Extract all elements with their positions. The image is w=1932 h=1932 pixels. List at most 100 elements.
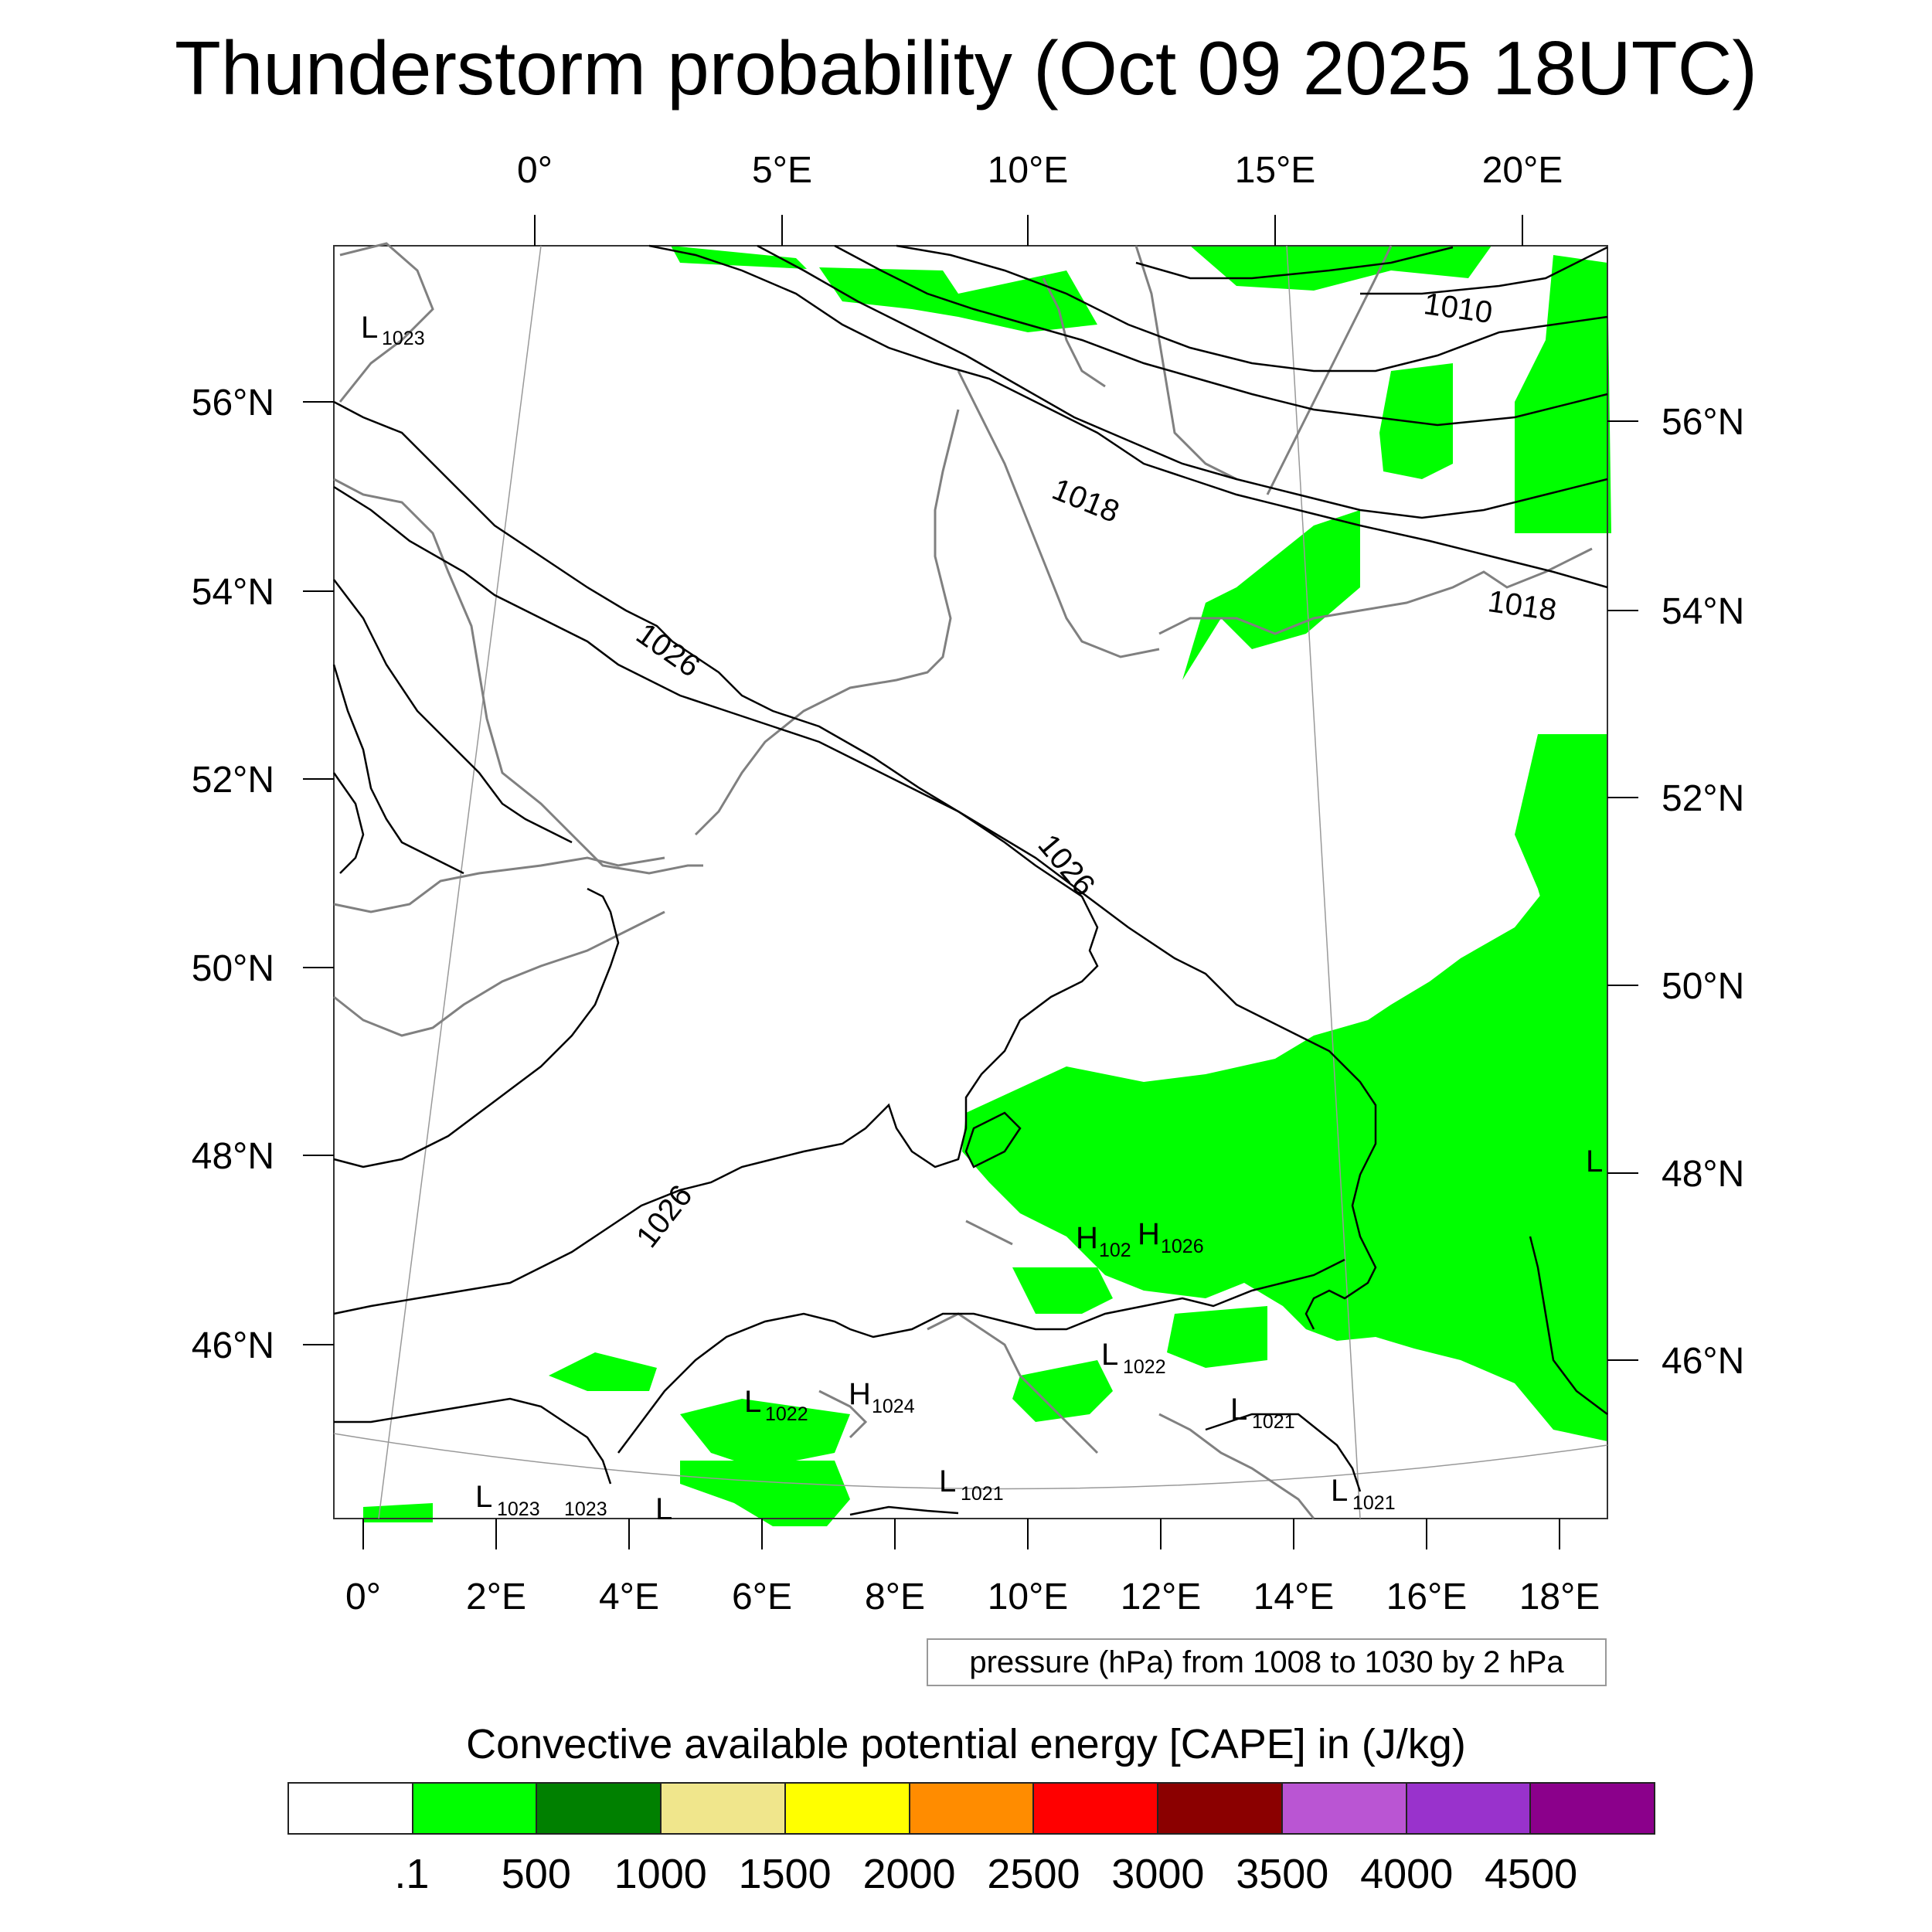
axis-ticks <box>303 215 1638 1549</box>
bottom-lon-label: 16°E <box>1386 1577 1468 1617</box>
cape-fill-layer <box>363 246 1611 1526</box>
svg-text:H: H <box>1138 1217 1160 1251</box>
cape-area-south <box>680 1461 850 1526</box>
bottom-lon-label: 0° <box>345 1577 381 1617</box>
colorbar-label: .1 <box>394 1851 430 1897</box>
isobar <box>617 1258 1345 1454</box>
colorbar-swatch <box>1405 1782 1532 1835</box>
cape-area-northeast <box>1515 255 1611 533</box>
contour-label: 1010 <box>1422 287 1495 330</box>
colorbar-label: 1000 <box>614 1851 707 1897</box>
svg-text:1026: 1026 <box>1161 1236 1204 1257</box>
colorbar-swatch <box>660 1782 786 1835</box>
top-lon-label: 20°E <box>1482 150 1563 191</box>
colorbar-swatch <box>536 1782 662 1835</box>
svg-text:1021: 1021 <box>1252 1411 1295 1433</box>
bottom-lon-labels: 0° 2°E 4°E 6°E 8°E 10°E 12°E 14°E 16°E 1… <box>345 1577 1600 1617</box>
contour-label: 1026 <box>630 1179 699 1253</box>
colorbar-swatch <box>287 1782 413 1835</box>
colorbar <box>287 1782 1656 1835</box>
colorbar-swatch <box>1032 1782 1159 1835</box>
colorbar-label: 4000 <box>1360 1851 1454 1897</box>
contour-label: 1018 <box>1047 472 1124 529</box>
left-lat-labels: 56°N 54°N 52°N 50°N 48°N 46°N <box>192 383 274 1366</box>
colorbar-label: 1500 <box>738 1851 832 1897</box>
right-lat-label: 48°N <box>1662 1154 1744 1195</box>
colorbar-swatch <box>1529 1782 1656 1835</box>
top-lon-labels: 0° 5°E 10°E 15°E 20°E <box>517 150 1563 191</box>
left-lat-label: 46°N <box>192 1325 274 1366</box>
bottom-lon-label: 6°E <box>732 1577 792 1617</box>
cape-area-south <box>680 1399 850 1468</box>
isobar <box>1135 246 1454 280</box>
page-title: Thunderstorm probability (Oct 09 2025 18… <box>175 26 1757 111</box>
colorbar-label: 3500 <box>1236 1851 1329 1897</box>
bottom-lon-label: 8°E <box>865 1577 925 1617</box>
svg-text:L: L <box>475 1480 492 1514</box>
isobar <box>834 244 1608 427</box>
cape-area-southwest <box>363 1503 433 1522</box>
svg-text:L: L <box>1586 1145 1603 1179</box>
isobar <box>332 664 464 875</box>
isobar <box>1205 1413 1362 1492</box>
cape-area-po <box>1012 1360 1113 1422</box>
pressure-center: H 1026 <box>1138 1217 1204 1257</box>
bottom-lon-label: 18°E <box>1519 1577 1600 1617</box>
colorbar-label: 500 <box>501 1851 571 1897</box>
isobar <box>964 1111 1022 1168</box>
svg-text:1022: 1022 <box>1123 1356 1166 1378</box>
pressure-center: L 1023 <box>361 311 425 349</box>
left-lat-label: 50°N <box>192 948 274 989</box>
contour-label: 1026 <box>630 617 706 684</box>
contour-label: 1026 <box>1032 828 1102 902</box>
isobar <box>1360 246 1608 295</box>
pressure-center: L 1023 1023 <box>475 1480 607 1520</box>
colorbar-label: 2500 <box>987 1851 1080 1897</box>
svg-text:L: L <box>1230 1393 1247 1427</box>
svg-text:1023: 1023 <box>382 328 425 349</box>
graticule <box>333 245 1608 1519</box>
right-lat-label: 46°N <box>1662 1341 1744 1382</box>
contour-label: 1018 <box>1486 584 1559 628</box>
bottom-lon-label: 12°E <box>1121 1577 1202 1617</box>
cape-area-northeast <box>1379 363 1453 479</box>
svg-text:L: L <box>1101 1338 1118 1372</box>
cape-area-south <box>549 1352 657 1391</box>
pressure-center: L 1021 <box>939 1464 1004 1505</box>
pressure-center: L 1021 <box>1331 1474 1396 1514</box>
svg-text:L: L <box>939 1464 956 1498</box>
svg-text:H: H <box>1076 1221 1098 1255</box>
svg-text:1023: 1023 <box>497 1498 540 1520</box>
bottom-lon-label: 2°E <box>466 1577 526 1617</box>
right-lat-label: 56°N <box>1662 402 1744 443</box>
isobar <box>648 244 1608 589</box>
right-lat-label: 50°N <box>1662 966 1744 1007</box>
left-lat-label: 54°N <box>192 572 274 613</box>
right-lat-label: 54°N <box>1662 591 1744 632</box>
colorbar-swatch <box>908 1782 1035 1835</box>
right-lat-labels: 56°N 54°N 52°N 50°N 48°N 46°N <box>1662 402 1744 1382</box>
pressure-center: L 1022 <box>744 1385 808 1425</box>
svg-text:L: L <box>1331 1474 1348 1508</box>
svg-text:L: L <box>744 1385 761 1419</box>
isobars <box>332 244 1608 1516</box>
isobar <box>334 1397 612 1485</box>
pressure-center: L <box>1586 1145 1603 1179</box>
left-lat-label: 56°N <box>192 383 274 423</box>
cape-area-alps <box>1167 1306 1267 1368</box>
pressure-centers: L 1023 H 102 H 1026 L 1022 L 1022 H 1024… <box>361 311 1603 1526</box>
cape-area-north <box>819 267 1097 332</box>
colorbar-swatch <box>784 1782 910 1835</box>
pressure-center: H 102 <box>1076 1221 1131 1261</box>
colorbar-label: 2000 <box>862 1851 956 1897</box>
legend-title: Convective available potential energy [C… <box>466 1721 1466 1767</box>
isobar <box>333 579 573 844</box>
svg-text:1022: 1022 <box>765 1403 808 1425</box>
colorbar-label: 4500 <box>1485 1851 1578 1897</box>
colorbar-swatch <box>411 1782 538 1835</box>
colorbar-swatch <box>1281 1782 1407 1835</box>
isobar <box>333 887 620 1168</box>
top-lon-label: 15°E <box>1235 150 1316 191</box>
isobar <box>332 772 365 874</box>
bottom-lon-label: 14°E <box>1253 1577 1335 1617</box>
